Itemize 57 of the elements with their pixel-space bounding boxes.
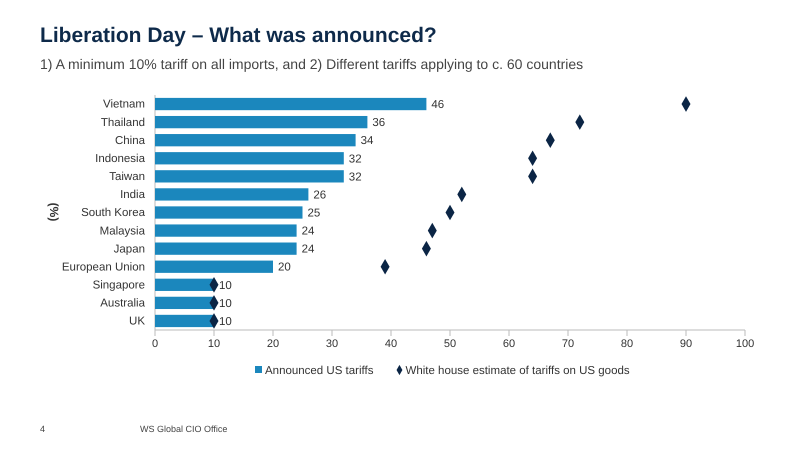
data-label: 46 bbox=[431, 99, 444, 112]
bar bbox=[155, 278, 214, 291]
x-tick-label: 20 bbox=[266, 338, 280, 350]
chart-subtitle: 1) A minimum 10% tariff on all imports, and 2) Different tariffs applying to c. 60 countries bbox=[40, 56, 584, 72]
y-tick-label: China bbox=[114, 134, 146, 147]
bar bbox=[155, 260, 273, 273]
y-tick-label: Singapore bbox=[92, 279, 145, 292]
data-label: 10 bbox=[219, 280, 232, 292]
bar bbox=[155, 116, 368, 128]
x-tick-label: 80 bbox=[620, 338, 634, 350]
data-label: 32 bbox=[348, 153, 362, 166]
bar bbox=[155, 98, 426, 110]
bar bbox=[155, 206, 302, 219]
y-tick-label: UK bbox=[129, 316, 146, 328]
x-tick-label: 30 bbox=[326, 338, 338, 350]
bar bbox=[155, 242, 297, 255]
x-tick-label: 60 bbox=[502, 338, 516, 350]
y-tick-label: Vietnam bbox=[103, 98, 145, 111]
x-tick-label: 100 bbox=[736, 338, 754, 350]
y-tick-label: South Korea bbox=[81, 207, 146, 220]
data-label: 24 bbox=[302, 244, 315, 256]
x-tick-label: 50 bbox=[444, 338, 456, 350]
x-tick-label: 10 bbox=[208, 338, 220, 350]
data-label: 32 bbox=[348, 171, 362, 184]
bar bbox=[155, 296, 214, 310]
bar bbox=[155, 152, 344, 164]
y-tick-label: Australia bbox=[100, 298, 146, 310]
text: WS Global CIO Office bbox=[140, 424, 228, 434]
legend-label: Announced US tariffs bbox=[265, 365, 374, 377]
data-label: 24 bbox=[302, 226, 315, 238]
data-label: 20 bbox=[278, 262, 291, 274]
y-tick-label: Taiwan bbox=[109, 171, 145, 184]
data-label: 34 bbox=[360, 135, 374, 148]
y-tick-label: Malaysia bbox=[100, 225, 146, 238]
x-tick-label: 70 bbox=[562, 338, 574, 350]
text: 4 bbox=[40, 424, 46, 434]
data-label: 25 bbox=[308, 208, 320, 220]
x-tick-label: 40 bbox=[384, 338, 398, 350]
legend-label: White house estimate of tariffs on US goods bbox=[405, 365, 630, 377]
y-tick-label: Indonesia bbox=[95, 152, 146, 165]
bar bbox=[155, 188, 308, 201]
chart-title: Liberation Day – What was announced? bbox=[40, 24, 437, 47]
bar bbox=[155, 134, 356, 146]
data-label: 36 bbox=[372, 117, 386, 130]
x-tick-label: 90 bbox=[680, 338, 692, 350]
data-label: 10 bbox=[219, 298, 232, 310]
data-label: 10 bbox=[219, 316, 232, 328]
x-tick-label: 0 bbox=[152, 338, 158, 350]
y-tick-label: India bbox=[120, 189, 146, 202]
bar bbox=[155, 224, 297, 237]
y-tick-label: Japan bbox=[114, 243, 145, 256]
data-label: 26 bbox=[313, 189, 326, 202]
y-tick-label: Thailand bbox=[100, 116, 145, 129]
bar bbox=[155, 170, 344, 182]
bar bbox=[155, 314, 214, 328]
y-axis-title: (%) bbox=[47, 202, 61, 222]
y-tick-label: European Union bbox=[62, 261, 145, 274]
